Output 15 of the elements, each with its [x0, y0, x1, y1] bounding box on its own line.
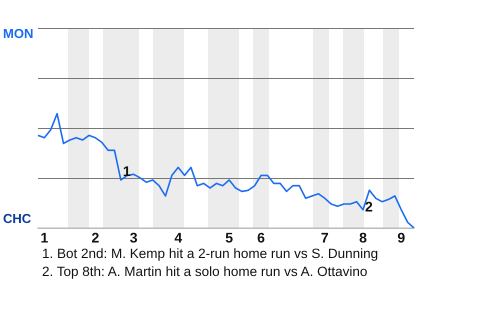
text: MON: [3, 26, 34, 42]
x-tick-label: 8: [359, 229, 368, 246]
x-tick-label: 7: [320, 229, 329, 246]
x-tick-label: 4: [174, 229, 182, 246]
x-tick-label: 5: [225, 229, 234, 246]
text: CHC: [3, 211, 32, 227]
x-tick-label: 9: [397, 229, 406, 246]
annotation: 2: [365, 198, 374, 215]
x-tick-label: 6: [257, 229, 266, 246]
text: 1. Bot 2nd: M. Kemp hit a 2-run home run vs S. Dunning: [42, 245, 378, 263]
x-tick-label: 1: [40, 229, 48, 246]
x-tick-label: 3: [130, 229, 138, 246]
x-tick-label: 2: [91, 229, 100, 246]
text: 2. Top 8th: A. Martin hit a solo home run vs A. Ottavino: [42, 263, 368, 281]
annotation: 1: [122, 162, 131, 179]
